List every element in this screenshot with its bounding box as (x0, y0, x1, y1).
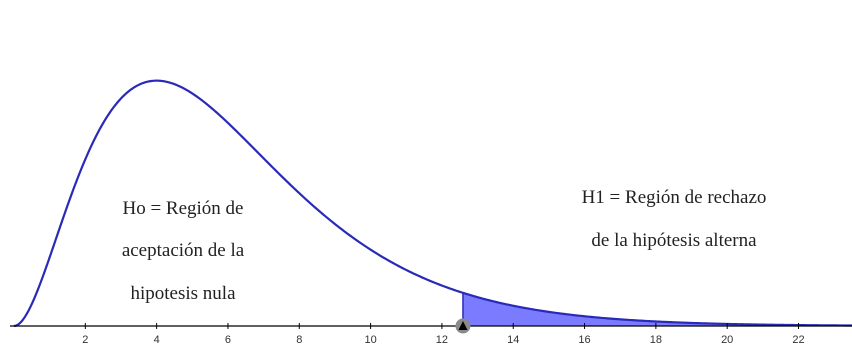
h1-line-1: H1 = Región de rechazo (582, 187, 767, 208)
x-tick-label: 20 (721, 334, 733, 346)
marker-triangle-icon (458, 321, 468, 330)
x-tick-label: 14 (507, 334, 519, 346)
x-tick-label: 16 (578, 334, 590, 346)
density-curve (13, 79, 852, 328)
critical-value-marker[interactable] (455, 318, 471, 334)
x-tick-label: 6 (225, 334, 231, 346)
h0-line-3: hipotesis nula (130, 283, 236, 304)
rejection-region-area (462, 292, 852, 326)
x-tick-label: 18 (650, 334, 662, 346)
x-tick-label: 4 (154, 334, 160, 346)
h0-line-1: Ho = Región de (122, 198, 243, 219)
h0-annotation: Ho = Región de aceptación de la hipotesi… (122, 198, 245, 304)
x-tick-label: 2 (82, 334, 88, 346)
h1-line-2: de la hipótesis alterna (591, 230, 757, 251)
x-axis-ticks: 2 4 6 8 10 12 14 16 18 20 22 (82, 323, 805, 346)
x-tick-label: 12 (436, 334, 448, 346)
x-tick-label: 8 (296, 334, 302, 346)
h0-line-2: aceptación de la (122, 240, 245, 261)
x-tick-label: 10 (364, 334, 376, 346)
x-tick-label: 22 (792, 334, 804, 346)
h1-annotation: H1 = Región de rechazo de la hipótesis a… (582, 187, 767, 251)
